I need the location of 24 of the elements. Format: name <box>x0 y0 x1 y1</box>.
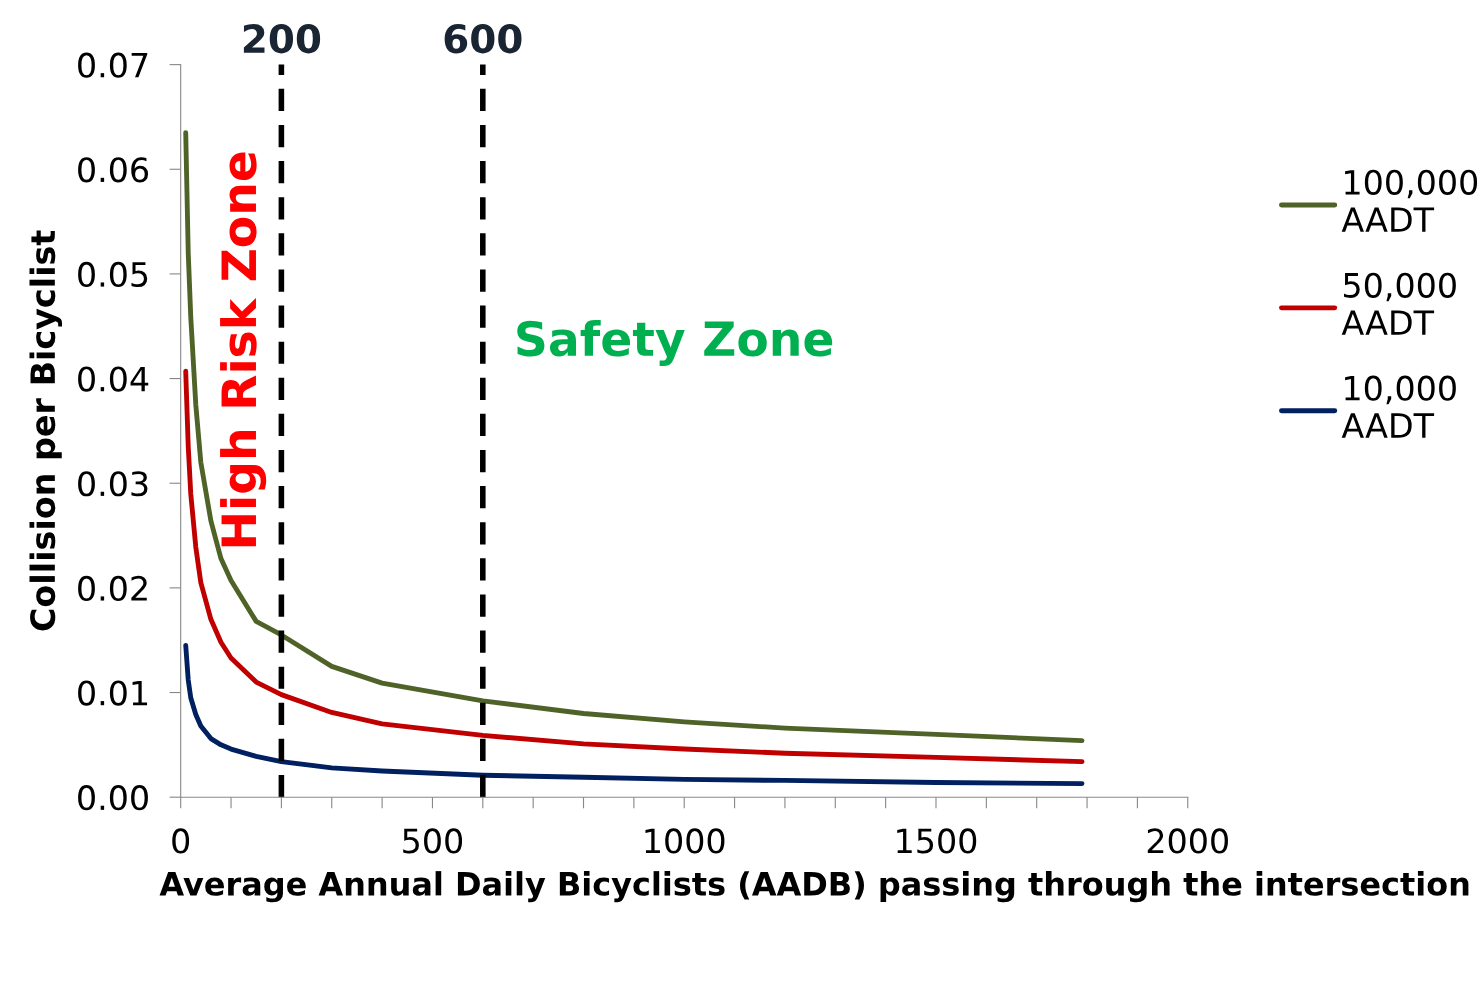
legend-label: 100,000 AADT <box>1341 169 1478 232</box>
y-tick-label: 0.06 <box>78 157 149 183</box>
y-tick-label: 0.05 <box>78 261 148 288</box>
legend-label: 50,000 AADT <box>1341 272 1456 335</box>
y-tick-label: 0.00 <box>78 785 148 811</box>
y-tick-label: 0.02 <box>78 575 147 602</box>
x-tick-label: 2000 <box>1147 828 1228 854</box>
x-tick-label: 500 <box>403 828 463 854</box>
ref-line-label: 600 <box>444 24 522 54</box>
x-tick-label: 1000 <box>645 828 725 854</box>
line-series <box>183 643 1085 787</box>
x-axis-title: Average Annual Daily Bicyclists (AADB) passing through the intersection <box>159 871 1469 903</box>
y-tick-label: 0.03 <box>78 471 148 497</box>
y-axis-title: Collision per Bicyclist <box>29 230 63 631</box>
y-tick-label: 0.04 <box>78 366 149 392</box>
line-series <box>183 130 1085 744</box>
annotation: High Risk Zone <box>220 152 267 547</box>
legend-label: 10,000 AADT <box>1341 375 1456 438</box>
annotation: Safety Zone <box>517 319 833 367</box>
x-tick-label: 0 <box>172 828 190 854</box>
y-tick-label: 0.07 <box>78 52 148 78</box>
ref-line-label: 200 <box>243 24 321 54</box>
y-tick-label: 0.01 <box>78 680 148 706</box>
x-tick-label: 1500 <box>897 828 977 854</box>
